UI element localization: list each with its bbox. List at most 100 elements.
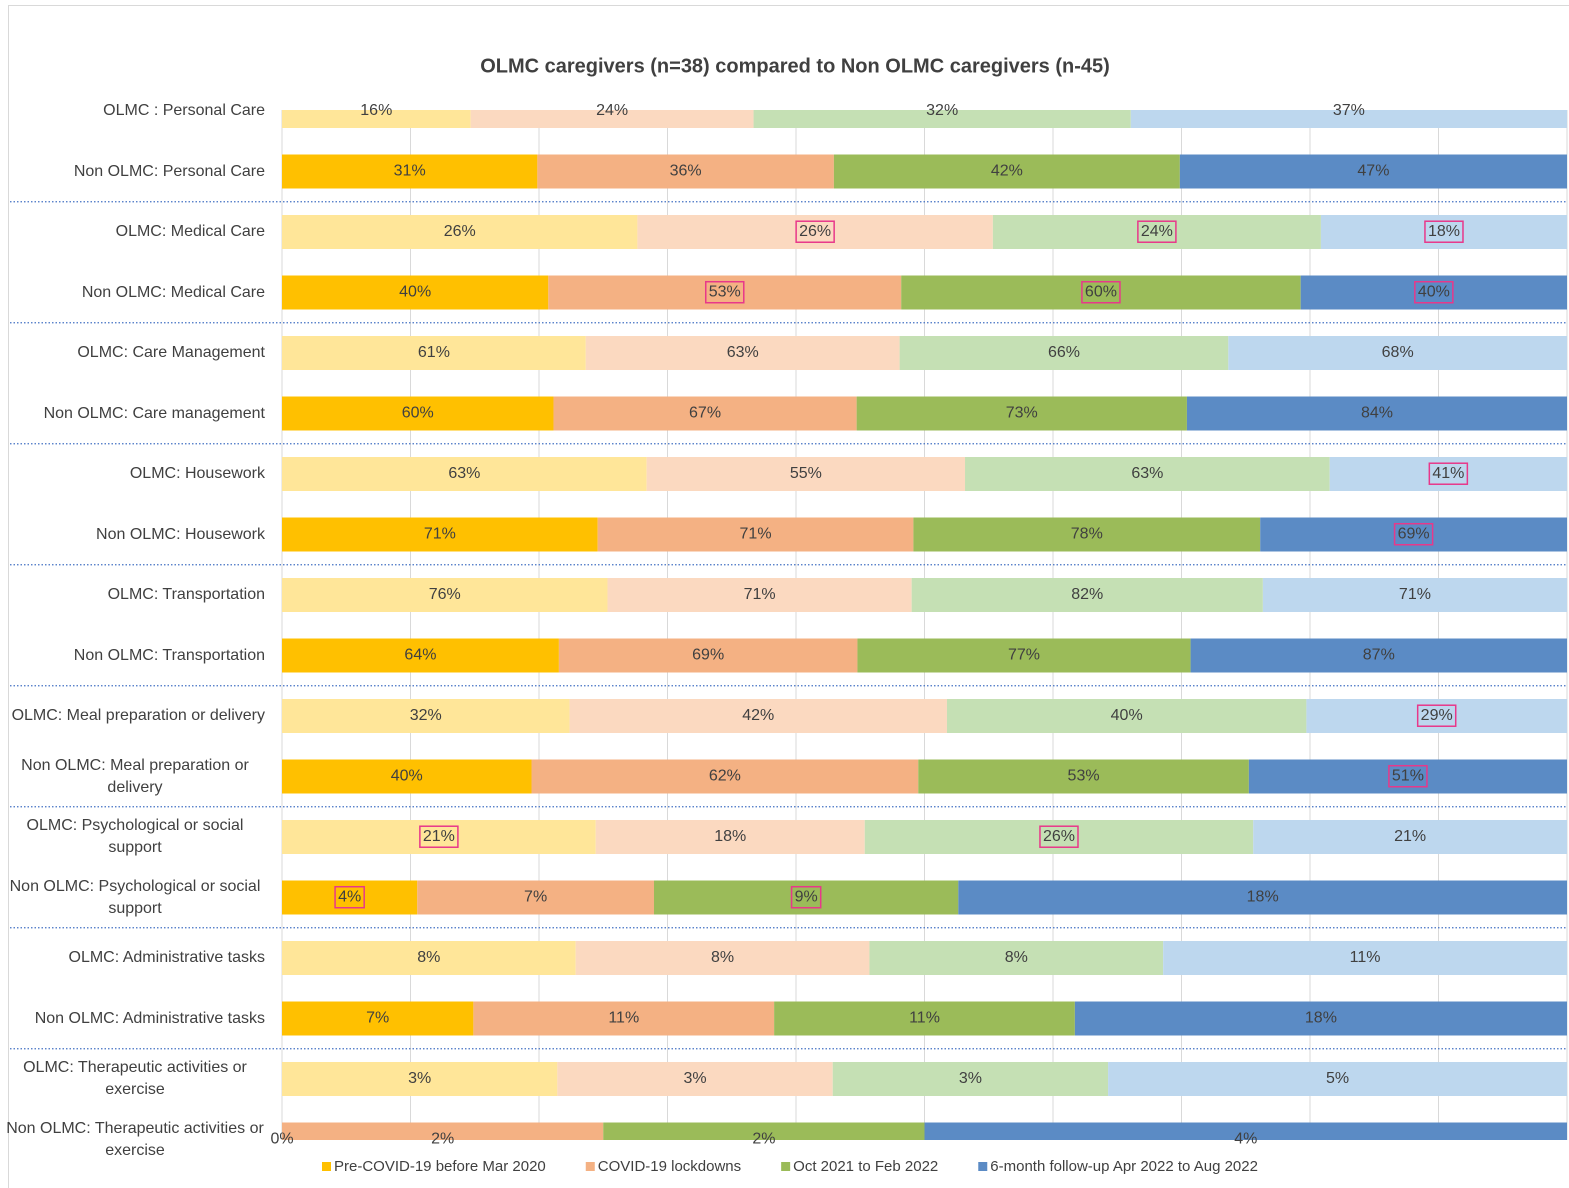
category-text: Non OLMC: Housework — [96, 525, 265, 543]
data-label: 42% — [991, 163, 1023, 180]
data-label: 71% — [744, 586, 776, 603]
category-label: OLMC: Administrative tasks — [5, 928, 266, 988]
data-label: 77% — [1008, 647, 1040, 664]
label-highlight — [1428, 462, 1469, 485]
data-label: 40% — [1111, 707, 1143, 724]
data-label: 2% — [752, 1131, 775, 1148]
legend-swatch — [978, 1162, 988, 1171]
data-label: 40% — [399, 284, 431, 301]
category-text: Non OLMC: Administrative tasks — [34, 1009, 265, 1027]
bar-segment — [473, 1001, 775, 1036]
bar-segment — [911, 578, 1263, 612]
bar-segment — [899, 336, 1229, 370]
data-label: 71% — [740, 526, 772, 543]
category-label: OLMC: Care Management — [5, 323, 265, 383]
bar-segment — [558, 638, 858, 673]
category-text: OLMC : Personal Care — [103, 102, 265, 119]
category-text: Non OLMC: Meal preparation or delivery — [21, 756, 249, 796]
legend-label: Pre-COVID-19 before Mar 2020 — [334, 1158, 546, 1175]
data-label: 3% — [408, 1070, 431, 1087]
bar-segment — [832, 1062, 1109, 1096]
data-label: 8% — [711, 949, 734, 966]
category-text: OLMC: Administrative tasks — [68, 949, 266, 966]
category-label: OLMC : Personal Care — [5, 81, 265, 141]
category-label: Non OLMC: Medical Care — [5, 263, 265, 323]
category-label: Non OLMC: Transportation — [5, 626, 265, 686]
data-label: 21% — [1394, 828, 1426, 845]
data-label: 5% — [1326, 1070, 1349, 1087]
bar-segment — [857, 638, 1191, 673]
label-highlight — [1081, 280, 1121, 304]
category-label: OLMC: Medical Care — [5, 202, 265, 262]
bar-segment — [1179, 154, 1567, 189]
bar-segment — [569, 699, 947, 733]
bar-segment — [282, 336, 586, 370]
category-text: OLMC: Care Management — [77, 344, 265, 361]
bar-segment — [282, 638, 559, 673]
label-highlight — [1424, 220, 1464, 243]
data-label: 63% — [448, 465, 480, 482]
data-label: 0% — [270, 1131, 293, 1148]
data-label: 11% — [608, 1010, 639, 1027]
label-highlight — [790, 885, 822, 909]
data-label: 60% — [402, 405, 434, 422]
data-label: 42% — [742, 707, 774, 724]
category-label: OLMC: Psychological or social support — [5, 807, 265, 867]
data-label: 73% — [1006, 405, 1038, 422]
data-label: 26% — [444, 223, 476, 240]
bar-segment — [603, 1122, 925, 1140]
data-label: 53% — [709, 284, 741, 301]
data-label: 62% — [709, 768, 741, 785]
bar-segment — [531, 759, 919, 794]
category-label: Non OLMC: Care management — [5, 384, 265, 444]
data-label: 47% — [1357, 163, 1389, 180]
legend-label: COVID-19 lockdowns — [598, 1158, 741, 1175]
bar-segment — [282, 699, 570, 733]
data-label: 3% — [959, 1070, 982, 1087]
label-highlight — [795, 220, 835, 243]
bar-segment — [1163, 941, 1567, 975]
bar-segment — [417, 880, 654, 915]
category-text: Non OLMC: Therapeutic activities or exer… — [6, 1119, 264, 1159]
data-label: 76% — [429, 586, 461, 603]
category-text: Non OLMC: Medical Care — [81, 283, 265, 301]
label-highlight — [1393, 522, 1434, 546]
bar-segment — [282, 457, 647, 491]
data-label: 61% — [418, 344, 450, 361]
data-label: 7% — [524, 889, 547, 906]
bar-segment — [774, 1001, 1075, 1036]
category-label: Non OLMC: Meal preparation or delivery — [5, 747, 265, 807]
data-label: 18% — [1428, 223, 1460, 240]
bar-segment — [282, 941, 576, 975]
category-text: OLMC: Therapeutic activities or exercise — [23, 1059, 247, 1098]
category-text: Non OLMC: Transportation — [73, 646, 265, 664]
data-label: 68% — [1382, 344, 1414, 361]
label-highlight — [1388, 764, 1428, 788]
data-label: 2% — [431, 1131, 454, 1148]
data-label: 55% — [790, 465, 822, 482]
bar-segment — [282, 110, 471, 128]
bar-segment — [869, 941, 1164, 975]
data-label: 18% — [1247, 889, 1279, 906]
bar-segment — [575, 941, 870, 975]
bar-segment — [646, 457, 966, 491]
data-label: 26% — [799, 223, 831, 240]
bar-segment — [282, 1122, 604, 1140]
category-label: Non OLMC: Therapeutic activities or exer… — [5, 1110, 265, 1170]
data-label: 18% — [1305, 1010, 1337, 1027]
bar-segment — [282, 396, 554, 431]
category-label: Non OLMC: Administrative tasks — [5, 989, 265, 1049]
bar-segment — [282, 578, 608, 612]
category-label: OLMC: Transportation — [5, 565, 265, 625]
category-text: Non OLMC: Care management — [43, 404, 265, 422]
bar-segment — [557, 1062, 833, 1096]
category-text: OLMC: Transportation — [107, 586, 265, 603]
data-label: 69% — [692, 647, 724, 664]
data-label: 41% — [1432, 465, 1464, 482]
bar-segment — [918, 759, 1249, 794]
category-label: OLMC: Housework — [5, 444, 265, 504]
legend-swatch — [585, 1162, 595, 1171]
bar-segment — [1190, 638, 1567, 673]
